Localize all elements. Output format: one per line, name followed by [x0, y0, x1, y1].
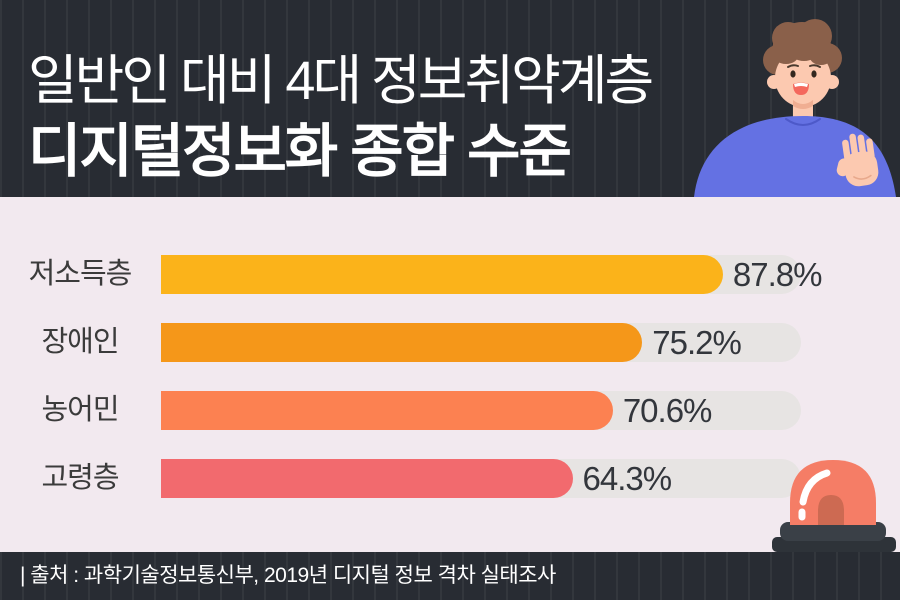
- bar-row: 장애인 75.2%: [0, 323, 900, 362]
- person-sweater: [694, 116, 896, 197]
- value-bar: [161, 255, 723, 294]
- person-eye-left: [790, 70, 796, 78]
- category-label: 저소득층: [28, 258, 133, 290]
- bar-row: 고령층 64.3%: [0, 459, 900, 498]
- footer-bar: | 출처 : 과학기술정보통신부, 2019년 디지털 정보 격차 실태조사: [0, 552, 900, 600]
- bar-track: 75.2%: [161, 323, 801, 362]
- page-title-line2: 디지털정보화 종합 수준: [28, 119, 572, 184]
- category-label: 장애인: [41, 326, 119, 358]
- siren-dome: [790, 460, 876, 525]
- category-label: 농어민: [41, 394, 119, 426]
- value-label: 87.8%: [732, 255, 823, 293]
- value-bar: [161, 323, 643, 362]
- bar-row: 농어민 70.6%: [0, 391, 900, 430]
- value-label: 70.6%: [622, 391, 713, 429]
- person-eye-right: [811, 70, 817, 78]
- value-bar: [161, 391, 613, 430]
- siren-highlight: [799, 469, 831, 506]
- bar-chart: 저소득층 87.8% 장애인 75.2% 농어민 70.6% 고령층 64.3%: [0, 197, 900, 552]
- siren-base-upper: [780, 522, 886, 541]
- bar-track: 70.6%: [161, 391, 801, 430]
- siren-inner-bulb: [818, 495, 844, 525]
- source-citation: | 출처 : 과학기술정보통신부, 2019년 디지털 정보 격차 실태조사: [20, 564, 556, 587]
- category-label: 고령층: [41, 462, 119, 494]
- person-waving-hand: [836, 133, 879, 187]
- value-label: 75.2%: [652, 323, 742, 361]
- value-label: 64.3%: [582, 459, 673, 497]
- value-bar: [161, 459, 573, 498]
- bar-row: 저소득층 87.8%: [0, 255, 900, 294]
- siren-illustration: [772, 460, 896, 552]
- page-title-line1: 일반인 대비 4대 정보취약계층: [28, 51, 654, 111]
- bar-track: 87.8%: [161, 255, 822, 294]
- bar-track: 64.3%: [161, 459, 801, 498]
- header-banner: 일반인 대비 4대 정보취약계층 디지털정보화 종합 수준: [0, 0, 900, 197]
- waving-person-illustration: [694, 19, 896, 197]
